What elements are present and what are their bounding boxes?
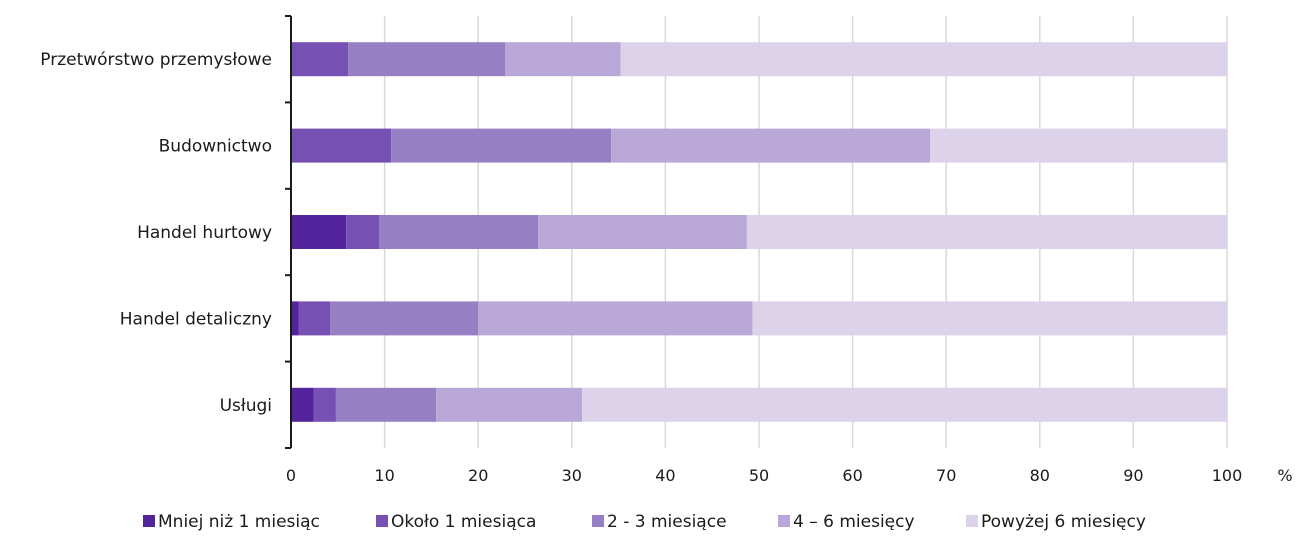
category-labels: Przetwórstwo przemysłowe Budownictwo Hande… [40,50,272,416]
bar-segment [313,387,336,422]
legend-swatch [592,515,604,527]
x-tick-label: 40 [655,466,675,485]
legend: Mniej niż 1 miesiąc Około 1 miesiąca 2 - 3… [143,512,1146,532]
bar-segment [291,128,392,163]
x-tick-label: 80 [1030,466,1050,485]
bar-segment [752,301,1227,336]
bar-segment [620,42,1227,77]
bar-segment [335,387,437,422]
x-tick-label: 60 [842,466,862,485]
category-label: Przetwórstwo przemysłowe [40,50,272,70]
bar-segment [746,215,1227,249]
bar-segment [298,301,331,336]
x-tick-labels: 0 10 20 30 40 50 60 70 80 90 100 [286,466,1242,485]
bar-segment [582,387,1227,422]
bar-segment [348,42,506,77]
bar-segment [291,215,347,249]
bar-segment [291,42,349,77]
x-tick-label: 70 [936,466,956,485]
legend-swatch [778,515,790,527]
legend-swatch [966,515,978,527]
bar-segment [505,42,621,77]
bar-segment [378,215,539,249]
bar-segment [930,128,1227,163]
legend-swatch [376,515,388,527]
bar-segment [391,128,612,163]
bar-segment [611,128,931,163]
x-tick-label: 20 [468,466,488,485]
category-label: Handel detaliczny [120,309,272,329]
x-tick-label: 100 [1212,466,1243,485]
bar-segment [346,215,379,249]
legend-label: Powyżej 6 miesięcy [981,512,1146,532]
legend-swatch [143,515,155,527]
x-tick-label: 0 [286,466,296,485]
legend-label: 4 – 6 miesięcy [793,512,915,532]
x-tick-label: 30 [562,466,582,485]
y-axis [285,15,292,449]
category-label: Usługi [220,396,272,416]
legend-label: Mniej niż 1 miesiąc [158,512,320,532]
bar-segment [291,387,314,422]
legend-label: Około 1 miesiąca [391,512,536,532]
bar-segment [436,387,583,422]
category-label: Budownictwo [159,137,272,157]
x-tick-label: 50 [749,466,769,485]
category-label: Handel hurtowy [137,223,272,243]
bar-segment [538,215,747,249]
bar-segment [291,301,299,336]
x-unit-label: % [1277,466,1292,485]
bar-segment [478,301,753,336]
x-tick-label: 10 [374,466,394,485]
bar-segment [330,301,479,336]
x-tick-label: 90 [1123,466,1143,485]
legend-label: 2 - 3 miesiące [607,512,727,532]
bars [291,42,1227,422]
